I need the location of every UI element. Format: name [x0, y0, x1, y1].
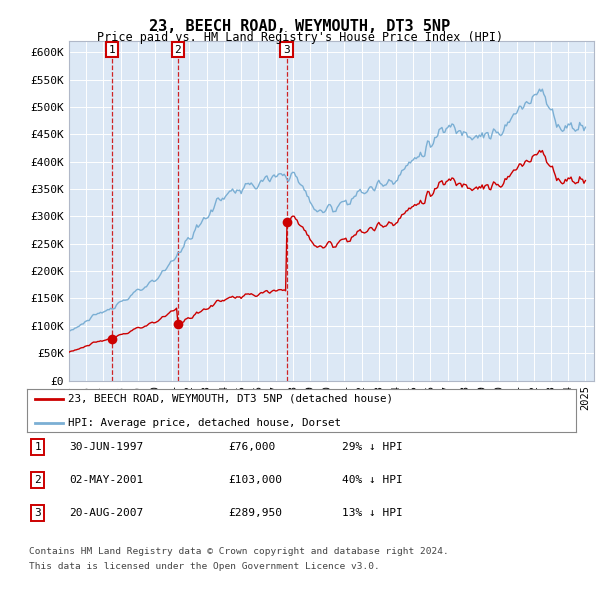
Text: £76,000: £76,000	[228, 442, 275, 451]
Text: 2: 2	[34, 476, 41, 485]
Text: 29% ↓ HPI: 29% ↓ HPI	[342, 442, 403, 451]
Text: 2: 2	[175, 44, 181, 54]
Text: 20-AUG-2007: 20-AUG-2007	[69, 509, 143, 518]
Text: Contains HM Land Registry data © Crown copyright and database right 2024.: Contains HM Land Registry data © Crown c…	[29, 548, 449, 556]
Text: £103,000: £103,000	[228, 476, 282, 485]
Text: This data is licensed under the Open Government Licence v3.0.: This data is licensed under the Open Gov…	[29, 562, 380, 571]
Text: 02-MAY-2001: 02-MAY-2001	[69, 476, 143, 485]
Text: Price paid vs. HM Land Registry's House Price Index (HPI): Price paid vs. HM Land Registry's House …	[97, 31, 503, 44]
Text: 40% ↓ HPI: 40% ↓ HPI	[342, 476, 403, 485]
Text: HPI: Average price, detached house, Dorset: HPI: Average price, detached house, Dors…	[68, 418, 341, 428]
Text: 1: 1	[109, 44, 115, 54]
Text: 3: 3	[283, 44, 290, 54]
Text: 30-JUN-1997: 30-JUN-1997	[69, 442, 143, 451]
Text: 13% ↓ HPI: 13% ↓ HPI	[342, 509, 403, 518]
Text: £289,950: £289,950	[228, 509, 282, 518]
Text: 23, BEECH ROAD, WEYMOUTH, DT3 5NP (detached house): 23, BEECH ROAD, WEYMOUTH, DT3 5NP (detac…	[68, 394, 393, 404]
Text: 3: 3	[34, 509, 41, 518]
Text: 23, BEECH ROAD, WEYMOUTH, DT3 5NP: 23, BEECH ROAD, WEYMOUTH, DT3 5NP	[149, 19, 451, 34]
Text: 1: 1	[34, 442, 41, 451]
